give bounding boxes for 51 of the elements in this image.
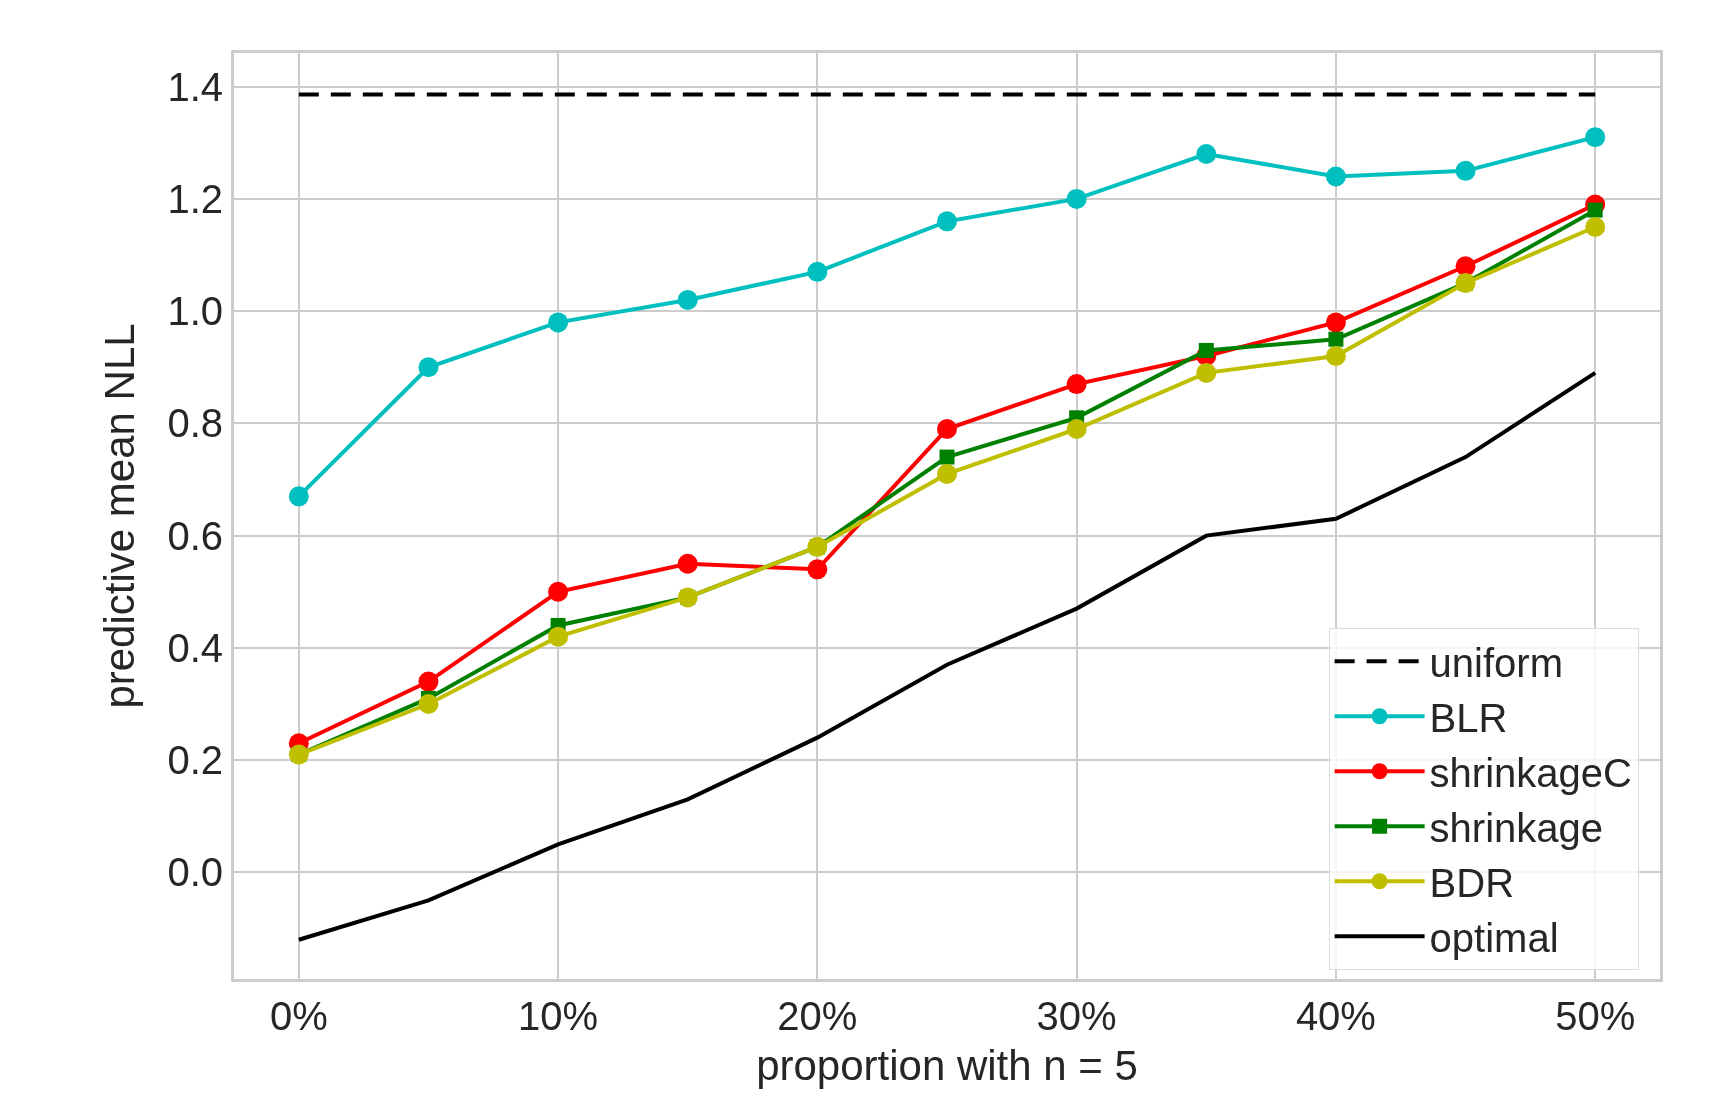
legend-label: optimal <box>1429 915 1559 960</box>
y-tick-label: 1.0 <box>167 289 223 334</box>
x-tick-label: 50% <box>1555 994 1636 1038</box>
y-tick-label: 1.4 <box>167 64 223 109</box>
legend-label: shrinkage <box>1429 805 1604 850</box>
y-tick-label: 0.6 <box>167 513 223 558</box>
x-axis-title: proportion with n = 5 <box>756 1041 1138 1089</box>
point <box>288 486 309 507</box>
y-tick-label: 0.4 <box>167 625 223 670</box>
point <box>937 463 957 484</box>
point <box>1328 331 1344 347</box>
legend-label: shrinkageC <box>1429 750 1632 795</box>
point <box>418 694 439 714</box>
y-tick-label: 0.0 <box>167 850 223 895</box>
point <box>1066 374 1087 395</box>
point <box>548 626 569 647</box>
point <box>1196 144 1217 165</box>
point <box>1325 166 1346 187</box>
point <box>807 261 828 282</box>
point <box>548 312 569 333</box>
y-tick-label: 0.2 <box>167 738 223 783</box>
x-tick-label: 30% <box>1036 994 1117 1038</box>
y-tick-label: 1.2 <box>167 176 223 221</box>
x-tick-label: 10% <box>518 994 599 1038</box>
legend-label: BLR <box>1429 695 1508 740</box>
point <box>418 671 439 692</box>
point <box>1066 419 1087 439</box>
point <box>937 419 957 439</box>
point <box>1455 160 1476 181</box>
x-tick-label: 40% <box>1295 994 1376 1038</box>
legend-label: BDR <box>1429 860 1515 905</box>
point <box>1325 312 1346 333</box>
point <box>1585 216 1606 237</box>
point <box>677 553 698 574</box>
point <box>677 289 698 310</box>
point <box>1455 256 1476 277</box>
point <box>548 581 569 602</box>
y-axis-title: predictive mean NLL <box>96 323 144 709</box>
legend-label: uniform <box>1429 640 1563 685</box>
x-tick-label: 20% <box>777 994 858 1038</box>
y-tick-label: 0.8 <box>167 401 223 446</box>
point <box>1325 346 1346 367</box>
point <box>937 211 957 232</box>
point <box>418 357 439 378</box>
point <box>1196 362 1217 383</box>
point <box>1066 188 1087 209</box>
point <box>1198 342 1214 358</box>
point <box>1585 127 1606 148</box>
x-tick-label: 0% <box>269 994 328 1038</box>
point <box>939 449 955 465</box>
point <box>807 559 828 580</box>
